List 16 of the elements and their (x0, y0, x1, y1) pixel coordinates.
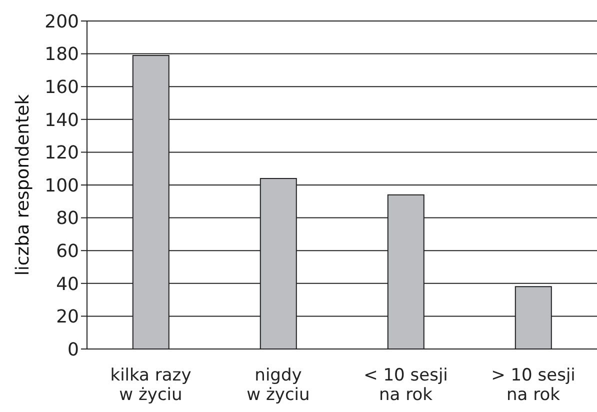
y-tick-label: 20 (56, 306, 79, 328)
y-tick-label: 100 (44, 175, 79, 196)
x-tick-label: nigdy w życiu (246, 365, 310, 405)
y-tick-label: 180 (44, 44, 79, 66)
y-tick-label: 200 (44, 11, 79, 32)
y-tick-label: 0 (68, 339, 79, 360)
y-tick-label: 160 (44, 76, 79, 98)
y-tick-label: 80 (56, 208, 79, 230)
y-tick-label: 120 (44, 142, 79, 164)
y-tick-label: 40 (56, 274, 79, 295)
y-axis-title: liczba respondentek (12, 94, 34, 276)
x-tick-label: kilka razy w życiu (110, 365, 192, 405)
x-tick-label: > 10 sesji na rok (491, 365, 576, 405)
y-tick-label: 60 (56, 240, 79, 262)
x-tick-label: < 10 sesji na rok (364, 365, 448, 405)
y-tick-label: 140 (44, 110, 79, 131)
